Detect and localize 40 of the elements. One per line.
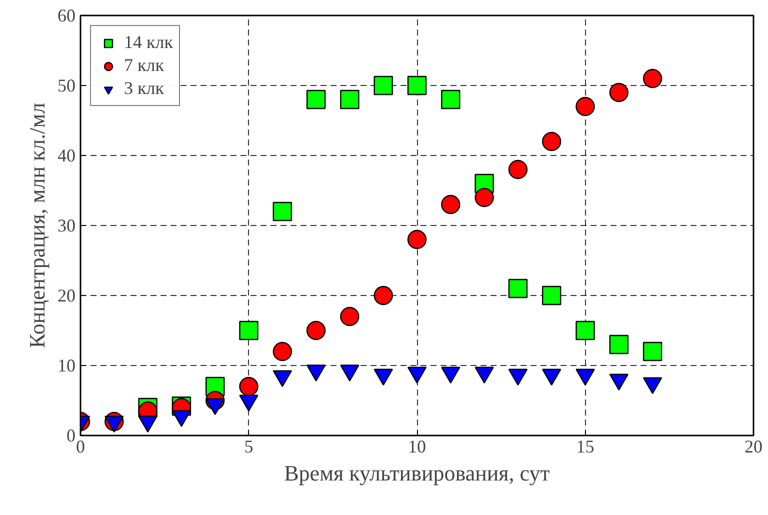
point [340, 306, 360, 326]
point [508, 160, 528, 180]
point [272, 202, 292, 222]
point [642, 342, 662, 362]
point [441, 90, 460, 110]
y-tick-label: 40 [58, 146, 76, 166]
point [306, 320, 326, 340]
x-axis-title: Время культивирования, сут [284, 460, 550, 486]
point [642, 68, 662, 88]
point [272, 342, 292, 362]
point [609, 334, 628, 354]
x-tick-label: 20 [744, 436, 762, 456]
x-tick-label: 10 [408, 436, 426, 456]
x-tick-label: 5 [244, 436, 254, 456]
point [508, 278, 528, 298]
y-axis-title: Концентрация, млн кл./мл [24, 102, 50, 348]
y-tick-label: 60 [58, 6, 76, 26]
point [474, 188, 494, 208]
point [542, 132, 562, 152]
point [609, 82, 628, 102]
point [340, 90, 360, 110]
point [576, 96, 595, 116]
legend-label: 14 клк [124, 32, 173, 53]
x-tick-label: 15 [576, 436, 594, 456]
point [374, 76, 393, 96]
y-tick-label: 50 [58, 76, 76, 96]
y-tick-label: 10 [58, 356, 76, 376]
point [374, 286, 393, 306]
y-tick-label: 30 [58, 216, 76, 236]
y-tick-label: 20 [58, 286, 76, 306]
legend-label: 3 клк [124, 78, 164, 99]
point [542, 286, 562, 306]
point [441, 194, 460, 214]
point [306, 90, 326, 110]
point [407, 76, 427, 96]
point [239, 320, 258, 340]
point [239, 376, 258, 396]
point [407, 230, 427, 250]
legend-label: 7 клк [124, 55, 164, 76]
point [576, 320, 595, 340]
